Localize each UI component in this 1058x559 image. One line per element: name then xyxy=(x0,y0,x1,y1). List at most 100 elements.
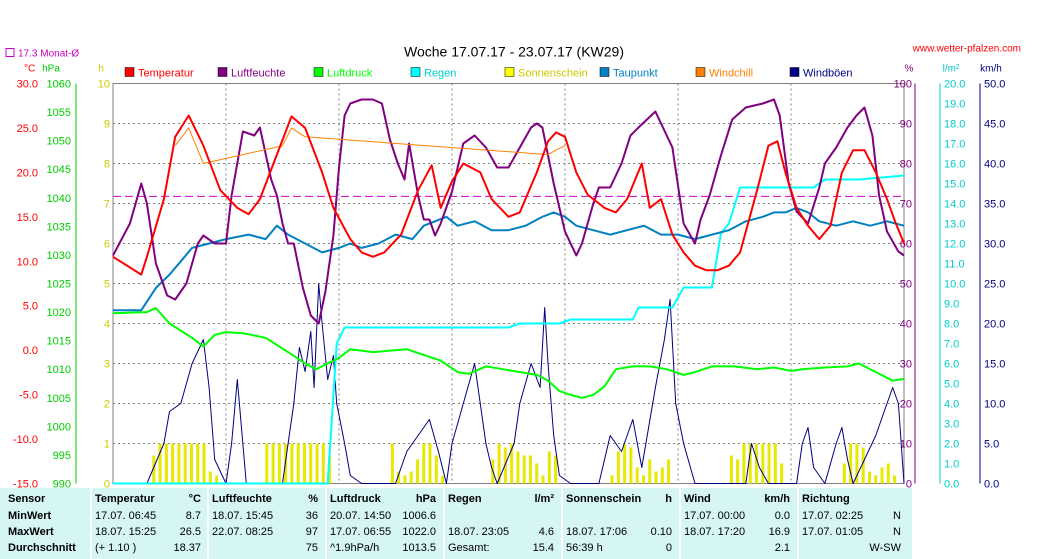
series-line-windchill xyxy=(174,127,566,164)
stats-cell-value: 0.10 xyxy=(650,526,672,538)
sunshine-tick: 5 xyxy=(104,279,110,291)
sunshine-bar xyxy=(867,471,871,484)
sunshine-bar xyxy=(654,471,658,484)
stats-cell-value: 4.6 xyxy=(538,526,554,538)
legend-swatch xyxy=(313,67,324,77)
rain-tick: 7.0 xyxy=(944,339,959,351)
rain-tick: 8.0 xyxy=(944,319,959,331)
sunshine-bar xyxy=(761,443,765,484)
sunshine-bar xyxy=(415,459,419,484)
stats-cell-value: 0 xyxy=(665,542,672,554)
rain-tick: 20.0 xyxy=(944,79,965,91)
rain-tick: 9.0 xyxy=(944,299,959,311)
sunshine-bar xyxy=(886,463,890,484)
humidity-tick: 20 xyxy=(900,399,912,411)
stats-header: Richtung xyxy=(802,493,850,505)
sunshine-bar xyxy=(290,443,294,484)
month-avg-label: 17.3 Monat-Ø xyxy=(18,49,79,60)
sunshine-tick: 2 xyxy=(104,399,110,411)
sunshine-bar xyxy=(516,451,520,484)
pressure-tick: 1050 xyxy=(47,136,71,148)
sunshine-bar xyxy=(874,475,878,484)
stats-cell-value: 2.1 xyxy=(774,542,790,554)
sunshine-bar xyxy=(302,443,306,484)
stats-cell-when: (+ 1.10 ) xyxy=(95,542,137,554)
legend-label: Luftdruck xyxy=(327,68,373,80)
stats-cell-when: 56:39 h xyxy=(566,542,603,554)
wind-tick: 35.0 xyxy=(984,199,1005,211)
stats-cell-when: 17.07. 00:00 xyxy=(684,510,746,522)
sunshine-bar xyxy=(296,443,300,484)
legend-swatch xyxy=(504,67,515,77)
rain-tick: 0.0 xyxy=(944,479,959,491)
humidity-tick: 80 xyxy=(900,159,912,171)
sunshine-bar xyxy=(641,475,645,484)
sunshine-bar xyxy=(434,455,438,484)
sunshine-bar xyxy=(189,443,193,484)
statistics-table: Sensor Temperatur °C Luftfeuchte% Luftdruck h… xyxy=(0,488,912,559)
stats-column-separator xyxy=(325,488,327,559)
legend-label: Temperatur xyxy=(138,68,194,80)
stats-header: Luftfeuchte xyxy=(212,493,272,505)
temperature-tick: 25.0 xyxy=(17,123,38,135)
stats-cell-value: N xyxy=(893,510,901,522)
rain-tick: 19.0 xyxy=(944,99,965,111)
legend-label: Windchill xyxy=(709,68,753,80)
sunshine-bar xyxy=(183,443,187,484)
chart-title: Woche 17.07.17 - 23.07.17 (KW29) xyxy=(404,44,624,60)
legend-label: Sonnenschein xyxy=(518,68,588,80)
series-line-temperatur xyxy=(112,114,905,276)
sunshine-bar xyxy=(616,451,620,484)
sunshine-bar xyxy=(736,459,740,484)
temperature-tick: -15.0 xyxy=(13,479,38,491)
axis-unit-humidity: % xyxy=(905,64,914,75)
source-label: www.wetter-pfalzen.com xyxy=(912,44,1021,55)
sunshine-bar xyxy=(635,467,639,484)
sunshine-bar xyxy=(780,463,784,484)
rain-tick: 6.0 xyxy=(944,359,959,371)
rain-tick: 12.0 xyxy=(944,239,965,251)
stats-header: Sonnenschein xyxy=(566,493,642,505)
pressure-tick: 1030 xyxy=(47,250,71,262)
pressure-tick: 1000 xyxy=(47,421,71,433)
stats-row-label: MaxWert xyxy=(8,526,54,538)
sunshine-bar xyxy=(754,443,758,484)
sunshine-bar xyxy=(309,443,313,484)
temperature-tick: -5.0 xyxy=(19,390,38,402)
sunshine-tick: 1 xyxy=(104,439,110,451)
rain-tick: 15.0 xyxy=(944,179,965,191)
stats-cell-when: 22.07. 08:25 xyxy=(212,526,274,538)
stats-header-unit: h xyxy=(665,493,672,505)
humidity-tick: 0 xyxy=(906,479,912,491)
stats-header: Luftdruck xyxy=(330,493,381,505)
sunshine-bar xyxy=(422,443,426,484)
sunshine-bar xyxy=(522,455,526,484)
humidity-tick: 50 xyxy=(900,279,912,291)
legend-swatch xyxy=(217,67,228,77)
legend-label: Taupunkt xyxy=(613,68,658,80)
sunshine-bar xyxy=(208,471,212,484)
axis-unit-rain: l/m² xyxy=(943,64,960,75)
sunshine-tick: 8 xyxy=(104,159,110,171)
wind-tick: 50.0 xyxy=(984,79,1005,91)
sunshine-bar xyxy=(773,443,777,484)
rain-tick: 14.0 xyxy=(944,199,965,211)
sunshine-bar xyxy=(171,443,175,484)
sunshine-bar xyxy=(196,443,200,484)
stats-column-separator xyxy=(207,488,209,559)
stats-cell-value: 0.0 xyxy=(774,510,790,522)
legend-swatch xyxy=(124,67,135,77)
humidity-tick: 40 xyxy=(900,319,912,331)
rain-tick: 13.0 xyxy=(944,219,965,231)
sunshine-tick: 10 xyxy=(98,79,110,91)
stats-cell-value: 75 xyxy=(305,542,318,554)
sunshine-bar xyxy=(271,443,275,484)
legend-swatch xyxy=(599,67,610,77)
legend-label: Regen xyxy=(424,68,456,80)
pressure-tick: 1020 xyxy=(47,307,71,319)
stats-cell-value: W-SW xyxy=(869,542,901,554)
sunshine-tick: 7 xyxy=(104,199,110,211)
stats-cell-when: ^1.9hPa/h xyxy=(330,542,380,554)
sunshine-bar xyxy=(667,459,671,484)
sunshine-bar xyxy=(321,443,325,484)
